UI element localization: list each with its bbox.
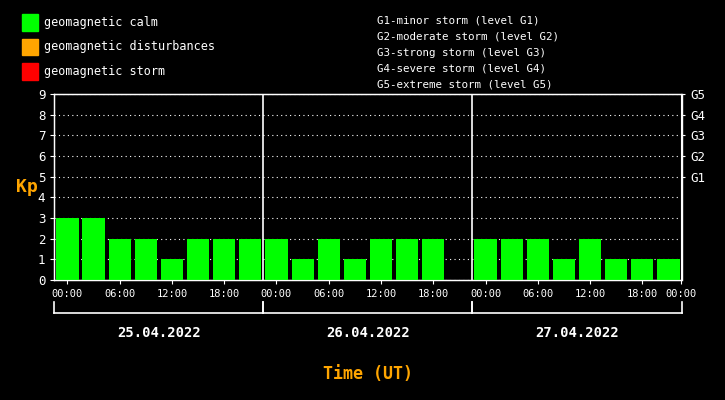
Bar <box>474 239 497 280</box>
Text: G1-minor storm (level G1): G1-minor storm (level G1) <box>377 16 539 26</box>
Bar <box>318 239 340 280</box>
Bar <box>579 239 601 280</box>
Bar <box>265 239 288 280</box>
Bar <box>161 259 183 280</box>
Bar <box>22 14 38 31</box>
Bar <box>83 218 104 280</box>
Bar <box>187 239 210 280</box>
Bar <box>57 218 78 280</box>
Bar <box>605 259 627 280</box>
Bar <box>500 239 523 280</box>
Bar <box>135 239 157 280</box>
Text: G4-severe storm (level G4): G4-severe storm (level G4) <box>377 64 546 74</box>
Bar <box>658 259 679 280</box>
Text: G2-moderate storm (level G2): G2-moderate storm (level G2) <box>377 32 559 42</box>
Text: G3-strong storm (level G3): G3-strong storm (level G3) <box>377 48 546 58</box>
Bar <box>370 239 392 280</box>
Bar <box>526 239 549 280</box>
Bar <box>109 239 130 280</box>
Text: 26.04.2022: 26.04.2022 <box>326 326 410 340</box>
Bar <box>22 63 38 80</box>
Bar <box>291 259 314 280</box>
Text: G5-extreme storm (level G5): G5-extreme storm (level G5) <box>377 80 552 90</box>
Bar <box>422 239 444 280</box>
Text: 25.04.2022: 25.04.2022 <box>117 326 201 340</box>
Text: geomagnetic storm: geomagnetic storm <box>44 65 165 78</box>
Bar <box>213 239 236 280</box>
Text: geomagnetic disturbances: geomagnetic disturbances <box>44 40 215 54</box>
Bar <box>239 239 262 280</box>
Bar <box>344 259 366 280</box>
Text: Time (UT): Time (UT) <box>323 365 413 383</box>
Text: 27.04.2022: 27.04.2022 <box>535 326 619 340</box>
Text: geomagnetic calm: geomagnetic calm <box>44 16 157 29</box>
Bar <box>22 39 38 55</box>
Bar <box>631 259 653 280</box>
Bar <box>396 239 418 280</box>
Bar <box>552 259 575 280</box>
Y-axis label: Kp: Kp <box>16 178 38 196</box>
